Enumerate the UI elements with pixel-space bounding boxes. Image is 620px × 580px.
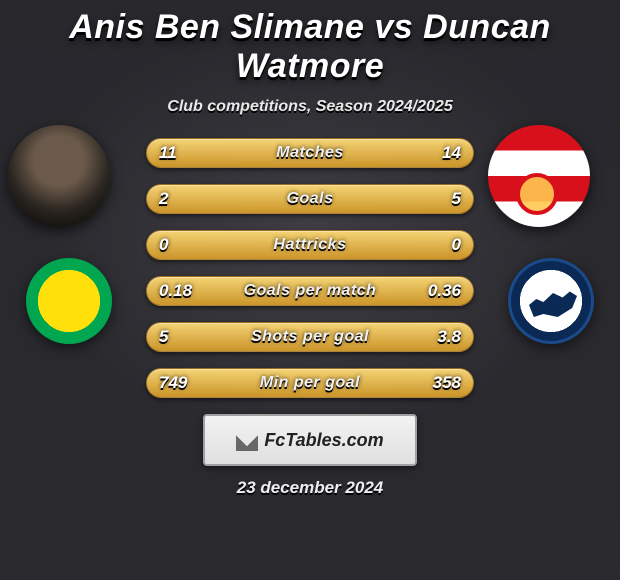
right-player-avatar <box>488 125 590 227</box>
stat-bar: 749 Min per goal 358 <box>146 368 474 398</box>
left-player-avatar <box>8 125 110 227</box>
stat-label: Goals per match <box>147 282 473 300</box>
stat-right-value: 0.36 <box>428 281 461 301</box>
brand-text: FcTables.com <box>264 430 383 451</box>
stat-left-value: 749 <box>159 373 187 393</box>
stats-bars: 11 Matches 14 2 Goals 5 0 Hattricks 0 0.… <box>146 138 474 398</box>
left-club-badge <box>26 258 112 344</box>
stat-label: Shots per goal <box>147 328 473 346</box>
stat-left-value: 0 <box>159 235 168 255</box>
stat-bar: 0.18 Goals per match 0.36 <box>146 276 474 306</box>
stat-label: Min per goal <box>147 374 473 392</box>
stat-label: Goals <box>147 190 473 208</box>
brand-box: FcTables.com <box>203 414 417 466</box>
stat-right-value: 14 <box>442 143 461 163</box>
stat-bar: 5 Shots per goal 3.8 <box>146 322 474 352</box>
stat-bar: 2 Goals 5 <box>146 184 474 214</box>
stat-bar: 11 Matches 14 <box>146 138 474 168</box>
stat-right-value: 0 <box>452 235 461 255</box>
page-title: Anis Ben Slimane vs Duncan Watmore <box>0 0 620 86</box>
stat-right-value: 5 <box>452 189 461 209</box>
stat-bar: 0 Hattricks 0 <box>146 230 474 260</box>
stat-label: Matches <box>147 144 473 162</box>
right-club-badge <box>508 258 594 344</box>
stat-label: Hattricks <box>147 236 473 254</box>
subtitle: Club competitions, Season 2024/2025 <box>0 98 620 116</box>
stat-left-value: 2 <box>159 189 168 209</box>
stat-left-value: 0.18 <box>159 281 192 301</box>
brand-logo-icon <box>236 429 258 451</box>
stat-right-value: 3.8 <box>437 327 461 347</box>
stat-left-value: 11 <box>159 143 177 163</box>
date-label: 23 december 2024 <box>0 478 620 498</box>
stat-right-value: 358 <box>433 373 461 393</box>
stat-left-value: 5 <box>159 327 168 347</box>
